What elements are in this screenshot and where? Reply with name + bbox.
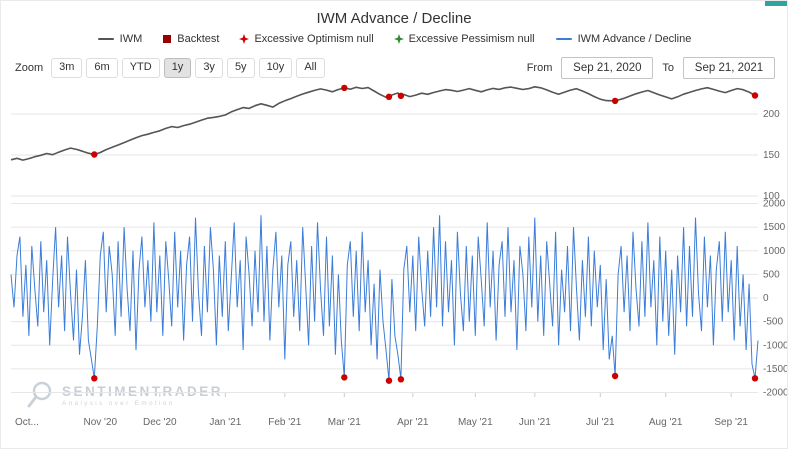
legend-item-backtest[interactable]: Backtest [162,33,219,45]
to-date-input[interactable] [683,57,775,79]
backtest-marker [611,97,619,105]
iwm-line-icon [97,38,114,40]
backtest-marker [91,375,98,382]
sentimentrader-watermark: SENTIMENTRADER Analysis over Emotion [25,380,223,410]
legend-label: IWM [119,33,143,45]
x-axis-label: Aug '21 [649,417,683,428]
legend-label: Excessive Pessimism null [408,33,535,45]
backtest-marker [751,375,759,382]
backtest-marker [341,84,348,92]
zoom-button-5y[interactable]: 5y [226,58,255,78]
from-date-input[interactable] [561,57,654,79]
y-axis-label: 200 [763,109,780,120]
x-axis-label: Oct... [15,417,39,428]
page-edge-fragment [765,1,787,6]
x-axis-label: May '21 [458,417,493,428]
zoom-button-all[interactable]: All [296,58,325,78]
backtest-marker [385,93,393,101]
backtest-marker [341,374,348,381]
magnifier-icon [27,381,52,408]
y-axis-label: 1000 [763,246,786,257]
advance-decline-line-icon [555,38,572,40]
y-axis-label: 150 [763,150,780,161]
zoom-button-ytd[interactable]: YTD [121,58,160,78]
backtest-marker [91,151,98,158]
legend-label: IWM Advance / Decline [577,33,692,45]
pessimism-marker-icon [393,34,404,44]
zoom-button-1y[interactable]: 1y [163,58,192,78]
x-axis-label: Feb '21 [268,417,301,428]
to-label: To [662,62,674,74]
y-axis-label: -1500 [763,364,788,375]
backtest-marker [397,376,405,383]
y-axis-label: -2000 [763,388,788,399]
x-axis-label: Nov '20 [84,417,118,428]
zoom-button-6m[interactable]: 6m [86,58,118,78]
backtest-marker [751,92,759,99]
legend-item-iwm[interactable]: IWM [97,33,143,45]
chart-title: IWM Advance / Decline [316,10,472,27]
advance-decline-series [10,215,759,381]
y-axis-label: -1000 [763,340,788,351]
from-label: From [526,62,553,74]
watermark-tagline: Analysis over Emotion [62,399,175,407]
optimism-marker-icon [239,34,250,44]
y-axis-label: 0 [763,293,769,304]
x-axis-label: Jun '21 [519,417,551,428]
zoom-button-10y[interactable]: 10y [258,58,293,78]
range-selector-toolbar: Zoom 3m 6m YTD 1y 3y 5y 10y All From To [15,57,775,79]
legend-item-advance-decline[interactable]: IWM Advance / Decline [555,33,692,45]
x-axis-label: Apr '21 [397,417,429,428]
zoom-button-3y[interactable]: 3y [195,58,223,78]
y-axis-label: -500 [763,317,783,328]
watermark-name: SENTIMENTRADER [62,383,224,399]
chart-legend: IWM Backtest Excessive Optimism null Exc… [1,33,787,45]
backtest-square-icon [163,35,172,43]
legend-item-excessive-optimism[interactable]: Excessive Optimism null [239,33,374,45]
backtest-marker [385,377,393,384]
y-axis-label: 500 [763,269,780,280]
backtest-marker [611,372,619,380]
x-axis-label: Jan '21 [209,417,241,428]
y-axis-label: 2000 [763,199,786,210]
legend-item-excessive-pessimism[interactable]: Excessive Pessimism null [393,33,535,45]
x-axis-label: Dec '20 [143,417,177,428]
zoom-label: Zoom [15,62,44,74]
backtest-marker [397,92,405,100]
zoom-button-3m[interactable]: 3m [51,58,83,78]
x-axis-label: Sep '21 [714,417,748,428]
iwm-price-series [10,86,759,161]
x-axis-label: Mar '21 [328,417,361,428]
y-axis-label: 1500 [763,222,786,233]
legend-label: Excessive Optimism null [254,33,374,45]
legend-label: Backtest [177,33,220,45]
y-axis-label: 100 [763,191,780,202]
x-axis-label: Jul '21 [586,417,615,428]
